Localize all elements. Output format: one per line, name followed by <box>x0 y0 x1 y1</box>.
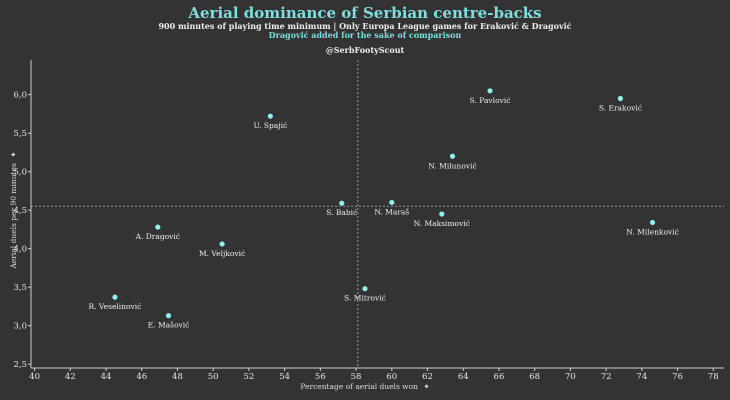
x-tick-label: 40 <box>29 372 40 382</box>
point-label: N. Maraš <box>374 207 409 216</box>
y-tick-label: 3,5 <box>13 283 27 293</box>
point-label: R. Veselinović <box>89 302 142 311</box>
y-axis-label: Aerial duels per 90 minutes ✦ <box>9 151 18 270</box>
x-tick-label: 54 <box>279 372 290 382</box>
y-tick-label: 5,0 <box>13 168 27 178</box>
data-point <box>388 199 396 206</box>
data-point <box>111 293 119 301</box>
x-tick-label: 76 <box>672 372 683 382</box>
data-point <box>438 210 446 218</box>
point-label: E. Mašović <box>148 321 190 330</box>
tick-labels: 40 42 44 46 48 50 52 54 56 58 60 62 64 66 68 70 72 74 76 78… <box>13 91 718 382</box>
x-tick-label: 60 <box>386 372 397 382</box>
y-axis-label-icon: ✦ <box>9 151 18 158</box>
data-point <box>154 223 162 231</box>
data-point <box>266 112 274 120</box>
point-label: A. Dragović <box>135 232 180 241</box>
x-tick-label: 74 <box>636 372 647 382</box>
point-label: S. Pavlović <box>470 96 511 105</box>
chart-title: Aerial dominance of Serbian centre-backs <box>187 4 541 22</box>
x-axis-label-text: Percentage of aerial duels won <box>300 382 418 391</box>
x-tick-label: 72 <box>601 372 612 382</box>
point-label: N. Milunović <box>428 161 476 170</box>
x-tick-label: 68 <box>529 372 540 382</box>
x-tick-label: 78 <box>708 372 719 382</box>
chart-subtitle-comparison: Dragović added for the sake of compariso… <box>269 30 462 40</box>
data-point <box>486 87 494 95</box>
point-label: N. Maksimović <box>414 219 470 228</box>
point-label: S. Babić <box>326 208 357 217</box>
data-point <box>338 199 346 207</box>
reference-lines <box>31 60 724 368</box>
point-label: U. Spajić <box>253 121 287 130</box>
point-label: M. Veljković <box>199 249 245 258</box>
x-tick-label: 66 <box>494 372 505 382</box>
y-tick-label: 3,0 <box>13 322 27 332</box>
x-tick-label: 50 <box>208 372 219 382</box>
data-point <box>617 95 624 102</box>
axes <box>28 60 724 371</box>
x-tick-label: 58 <box>351 372 362 382</box>
point-label: S. Mitrović <box>344 294 386 303</box>
x-tick-label: 70 <box>565 372 576 382</box>
x-tick-label: 48 <box>172 372 183 382</box>
y-tick-label: 5,5 <box>13 129 27 139</box>
y-tick-label: 4,0 <box>13 245 27 255</box>
author-handle: @SerbFootyScout <box>326 45 405 55</box>
chart-subtitle: 900 minutes of playing time minimum | On… <box>158 21 571 31</box>
data-point <box>165 312 172 320</box>
x-tick-label: 62 <box>422 372 433 382</box>
y-tick-label: 2,5 <box>13 360 27 370</box>
data-points <box>111 87 656 320</box>
x-tick-label: 64 <box>458 372 469 382</box>
x-tick-label: 52 <box>243 372 254 382</box>
data-point <box>361 285 369 293</box>
x-axis-label: Percentage of aerial duels won ✦ <box>300 382 430 391</box>
x-tick-label: 44 <box>101 372 112 382</box>
data-point <box>449 152 456 160</box>
y-tick-label: 4,5 <box>13 206 27 216</box>
data-point <box>218 240 226 248</box>
x-axis-label-icon: ✦ <box>423 382 430 391</box>
x-tick-label: 56 <box>315 372 326 382</box>
point-label: S. Eraković <box>599 104 642 113</box>
x-tick-label: 46 <box>136 372 147 382</box>
x-tick-label: 42 <box>65 372 76 382</box>
y-axis-label-text: Aerial duels per 90 minutes <box>9 163 18 270</box>
y-tick-label: 6,0 <box>13 91 27 101</box>
data-point <box>649 219 656 226</box>
point-label: N. Milenković <box>626 227 679 236</box>
point-labels: S. Pavlović S. Eraković U. Spajić N. Miluno… <box>89 96 679 330</box>
